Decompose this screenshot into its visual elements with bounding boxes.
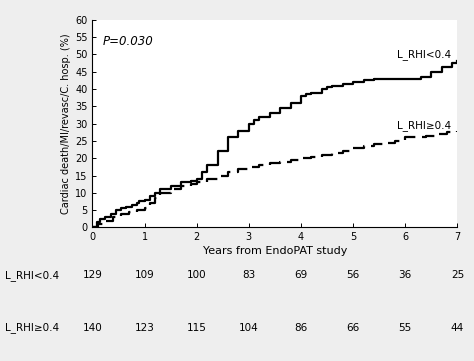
Text: 100: 100 bbox=[187, 270, 207, 280]
Text: 115: 115 bbox=[187, 323, 207, 332]
Text: 56: 56 bbox=[346, 270, 360, 280]
Text: 36: 36 bbox=[399, 270, 412, 280]
Y-axis label: Cardiac death/MI/revasc/C. hosp. (%): Cardiac death/MI/revasc/C. hosp. (%) bbox=[61, 33, 71, 214]
Text: 140: 140 bbox=[82, 323, 102, 332]
Text: 66: 66 bbox=[346, 323, 360, 332]
Text: 86: 86 bbox=[294, 323, 308, 332]
Text: 109: 109 bbox=[135, 270, 155, 280]
Text: 123: 123 bbox=[135, 323, 155, 332]
Text: 83: 83 bbox=[242, 270, 255, 280]
X-axis label: Years from EndoPAT study: Years from EndoPAT study bbox=[203, 247, 347, 256]
Text: 104: 104 bbox=[239, 323, 259, 332]
Text: L_RHI<0.4: L_RHI<0.4 bbox=[5, 270, 59, 281]
Text: 44: 44 bbox=[451, 323, 464, 332]
Text: 69: 69 bbox=[294, 270, 308, 280]
Text: L_RHI≥0.4: L_RHI≥0.4 bbox=[5, 322, 59, 333]
Text: L_RHI≥0.4: L_RHI≥0.4 bbox=[397, 120, 452, 131]
Text: P=0.030: P=0.030 bbox=[103, 35, 154, 48]
Text: 129: 129 bbox=[82, 270, 102, 280]
Text: 25: 25 bbox=[451, 270, 464, 280]
Text: 55: 55 bbox=[399, 323, 412, 332]
Text: L_RHI<0.4: L_RHI<0.4 bbox=[397, 49, 452, 60]
